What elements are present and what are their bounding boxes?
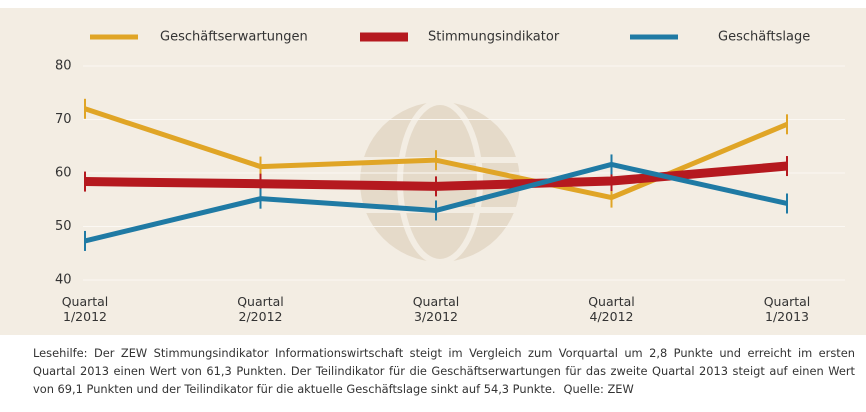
x-tick-label: Quartal 2/2012 xyxy=(211,294,311,324)
footnote: Lesehilfe: Der ZEW Stimmungsindikator In… xyxy=(33,344,855,398)
legend-label: Stimmungsindikator xyxy=(428,30,560,45)
y-tick-label: 50 xyxy=(55,219,72,234)
x-tick-label: Quartal 3/2012 xyxy=(386,294,486,324)
x-tick-label: Quartal 1/2013 xyxy=(737,294,837,324)
x-tick-label: Quartal 4/2012 xyxy=(562,294,662,324)
y-tick-label: 80 xyxy=(55,59,72,74)
y-tick-label: 40 xyxy=(55,273,72,288)
legend-label: Geschäftslage xyxy=(718,30,810,45)
y-tick-label: 60 xyxy=(55,166,72,181)
y-tick-label: 70 xyxy=(55,112,72,127)
source: Quelle: ZEW xyxy=(563,382,633,396)
note-text: Lesehilfe: Der ZEW Stimmungsindikator In… xyxy=(33,346,855,396)
page: 40 50 60 70 80 Geschäftserwartungen Stimmungsi… xyxy=(0,0,866,412)
legend-label: Geschäftserwartungen xyxy=(160,30,308,45)
x-tick-label: Quartal 1/2012 xyxy=(35,294,135,324)
